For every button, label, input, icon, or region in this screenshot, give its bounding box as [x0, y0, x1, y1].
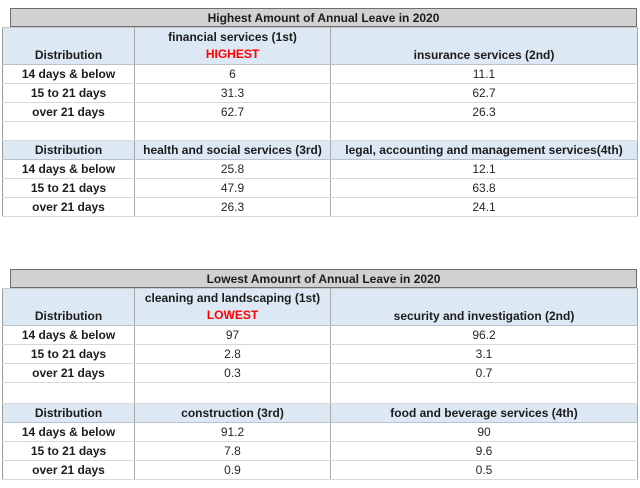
value-cell: 0.7	[330, 363, 638, 383]
rank1-series-name: financial services (1st)	[168, 30, 297, 44]
data-grid: Distribution financial services (1st) HI…	[2, 27, 638, 217]
value-cell: 91.2	[134, 422, 331, 442]
row-header-cell: Distribution	[2, 288, 135, 326]
row-header-cell: Distribution	[2, 27, 135, 65]
table-row: 14 days & below 97 96.2	[2, 325, 638, 345]
row-label-cell: over 21 days	[2, 363, 135, 383]
rank4-header-cell: legal, accounting and management service…	[330, 140, 638, 160]
row-label-cell: over 21 days	[2, 197, 135, 217]
row-label-cell: 14 days & below	[2, 64, 135, 84]
row-header-cell: Distribution	[2, 403, 135, 423]
value-cell: 9.6	[330, 441, 638, 461]
table-row: 15 to 21 days 31.3 62.7	[2, 83, 638, 103]
highlight-label: HIGHEST	[205, 47, 260, 61]
value-cell: 24.1	[330, 197, 638, 217]
table-row: 14 days & below 6 11.1	[2, 64, 638, 84]
table-row: 14 days & below 25.8 12.1	[2, 159, 638, 179]
separator-row	[2, 121, 638, 141]
rank1-series-name: cleaning and landscaping (1st)	[144, 291, 321, 305]
empty-cell	[2, 121, 135, 141]
row-label-cell: over 21 days	[2, 460, 135, 480]
table-row: over 21 days 0.9 0.5	[2, 460, 638, 480]
value-cell: 7.8	[134, 441, 331, 461]
empty-cell	[134, 382, 331, 404]
table-row: over 21 days 62.7 26.3	[2, 102, 638, 122]
value-cell: 11.1	[330, 64, 638, 84]
section1-header-row: Distribution cleaning and landscaping (1…	[2, 288, 638, 326]
section2-header-row: Distribution health and social services …	[2, 140, 638, 160]
empty-cell	[330, 121, 638, 141]
value-cell: 26.3	[330, 102, 638, 122]
empty-cell	[2, 382, 135, 404]
rank4-header-cell: food and beverage services (4th)	[330, 403, 638, 423]
row-label-cell: 15 to 21 days	[2, 344, 135, 364]
value-cell: 97	[134, 325, 331, 345]
row-label-cell: 15 to 21 days	[2, 441, 135, 461]
value-cell: 25.8	[134, 159, 331, 179]
table-title: Highest Amount of Annual Leave in 2020	[10, 8, 637, 27]
rank2-header-cell: security and investigation (2nd)	[330, 288, 638, 326]
row-header-cell: Distribution	[2, 140, 135, 160]
table-title: Lowest Amounrt of Annual Leave in 2020	[10, 269, 637, 288]
highlight-label: LOWEST	[206, 308, 259, 322]
section1-header-row: Distribution financial services (1st) HI…	[2, 27, 638, 65]
value-cell: 47.9	[134, 178, 331, 198]
value-cell: 62.7	[330, 83, 638, 103]
value-cell: 6	[134, 64, 331, 84]
table-row: 15 to 21 days 2.8 3.1	[2, 344, 638, 364]
row-label-cell: 14 days & below	[2, 159, 135, 179]
value-cell: 31.3	[134, 83, 331, 103]
row-label-cell: over 21 days	[2, 102, 135, 122]
rank1-header-cell: cleaning and landscaping (1st) LOWEST	[134, 288, 331, 326]
table-row: over 21 days 26.3 24.1	[2, 197, 638, 217]
data-grid: Distribution cleaning and landscaping (1…	[2, 288, 638, 480]
rank3-header-cell: construction (3rd)	[134, 403, 331, 423]
table-row: 15 to 21 days 7.8 9.6	[2, 441, 638, 461]
rank1-header-cell: financial services (1st) HIGHEST	[134, 27, 331, 65]
value-cell: 90	[330, 422, 638, 442]
value-cell: 0.3	[134, 363, 331, 383]
empty-cell	[330, 382, 638, 404]
separator-row	[2, 382, 638, 404]
lowest-annual-leave-table: Lowest Amounrt of Annual Leave in 2020 D…	[2, 269, 638, 480]
value-cell: 3.1	[330, 344, 638, 364]
table-row: 14 days & below 91.2 90	[2, 422, 638, 442]
value-cell: 2.8	[134, 344, 331, 364]
row-label-cell: 15 to 21 days	[2, 178, 135, 198]
value-cell: 62.7	[134, 102, 331, 122]
value-cell: 12.1	[330, 159, 638, 179]
table-row: over 21 days 0.3 0.7	[2, 363, 638, 383]
highest-annual-leave-table: Highest Amount of Annual Leave in 2020 D…	[2, 8, 638, 217]
row-label-cell: 15 to 21 days	[2, 83, 135, 103]
value-cell: 63.8	[330, 178, 638, 198]
value-cell: 96.2	[330, 325, 638, 345]
value-cell: 0.5	[330, 460, 638, 480]
rank2-header-cell: insurance services (2nd)	[330, 27, 638, 65]
section2-header-row: Distribution construction (3rd) food and…	[2, 403, 638, 423]
empty-cell	[134, 121, 331, 141]
value-cell: 0.9	[134, 460, 331, 480]
value-cell: 26.3	[134, 197, 331, 217]
table-row: 15 to 21 days 47.9 63.8	[2, 178, 638, 198]
row-label-cell: 14 days & below	[2, 325, 135, 345]
row-label-cell: 14 days & below	[2, 422, 135, 442]
rank3-header-cell: health and social services (3rd)	[134, 140, 331, 160]
